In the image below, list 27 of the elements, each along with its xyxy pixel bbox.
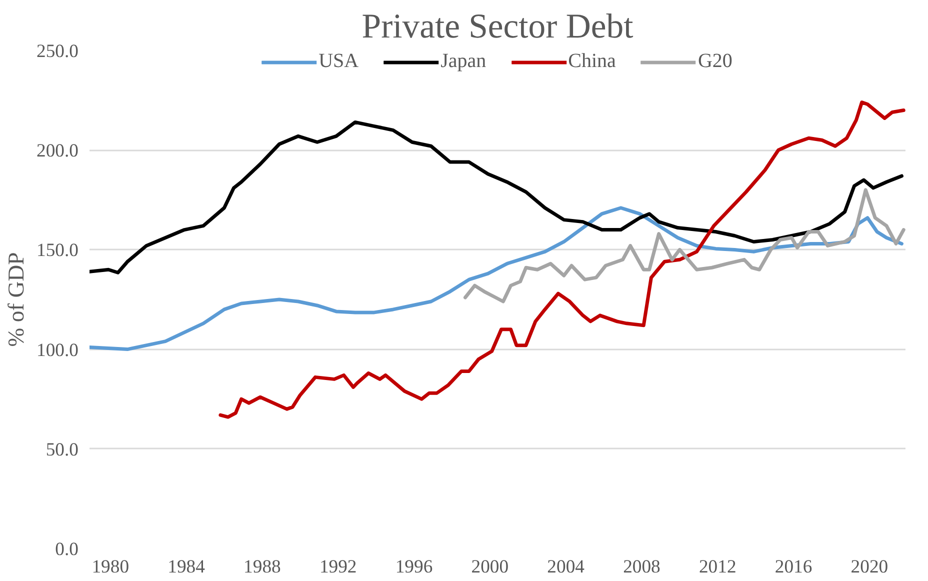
x-tick-label: 2008 bbox=[623, 556, 660, 578]
x-tick-label: 1992 bbox=[319, 556, 357, 578]
y-tick-label: 150.0 bbox=[36, 240, 79, 262]
legend-label: G20 bbox=[698, 50, 732, 73]
x-tick-label: 1980 bbox=[92, 556, 130, 578]
x-tick-label: 2016 bbox=[774, 556, 812, 578]
x-tick-label: 2012 bbox=[698, 556, 736, 578]
line-series bbox=[218, 100, 906, 419]
x-tick-label: 1984 bbox=[168, 556, 206, 578]
line-series bbox=[90, 206, 904, 352]
y-tick-label: 250.0 bbox=[36, 41, 79, 62]
chart-title: Private Sector Debt bbox=[362, 8, 634, 46]
legend-label: USA bbox=[318, 50, 359, 73]
y-tick-label: 100.0 bbox=[36, 340, 79, 361]
x-tick-label: 1996 bbox=[395, 556, 433, 578]
line-series bbox=[463, 188, 906, 304]
y-axis-title: % of GDP bbox=[4, 252, 29, 347]
x-tick-label: 2000 bbox=[471, 556, 509, 578]
x-tick-label: 2004 bbox=[547, 556, 586, 578]
legend-label: China bbox=[568, 50, 616, 73]
line-series bbox=[90, 120, 904, 274]
legend-label: Japan bbox=[440, 50, 486, 73]
y-tick-label: 50.0 bbox=[46, 439, 79, 460]
x-tick-label: 2020 bbox=[850, 556, 888, 578]
x-tick-label: 1988 bbox=[244, 556, 281, 578]
y-tick-label: 200.0 bbox=[36, 140, 79, 162]
y-tick-label: 0.0 bbox=[55, 539, 79, 560]
